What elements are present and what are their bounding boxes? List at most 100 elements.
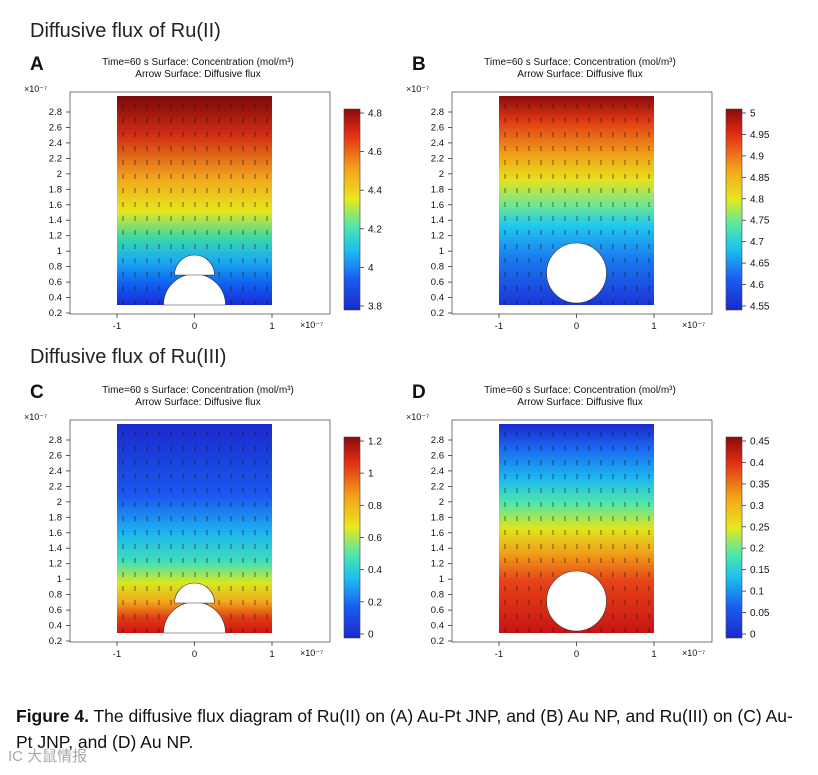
panel-a-y-tick-label: 0.4 — [49, 293, 62, 304]
section-title-ru2: Diffusive flux of Ru(II) — [30, 20, 221, 42]
panel-b-colorbar-label: 4.65 — [750, 259, 770, 270]
panel-c-colorbar-label: 1 — [368, 469, 374, 480]
panel-c-y-tick-label: 0.6 — [49, 605, 62, 616]
panel-a-header-line2: Arrow Surface: Diffusive flux — [135, 69, 260, 80]
panel-d-y-tick-label: 1.6 — [431, 528, 444, 539]
panel-b-y-tick-label: 0.6 — [431, 277, 444, 288]
panel-b-colorbar-label: 4.6 — [750, 280, 764, 291]
panel-d-colorbar-label: 0 — [750, 630, 756, 641]
panel-c-flux-arrows — [122, 432, 268, 633]
panel-d-y-exponent: ×10⁻⁷ — [406, 412, 429, 422]
panel-b-y-exponent: ×10⁻⁷ — [406, 84, 429, 94]
panel-a-y-tick-label: 2.2 — [49, 153, 62, 164]
caption-text: The diffusive flux diagram of Ru(II) on … — [16, 706, 793, 752]
panel-d-colorbar-label: 0.2 — [750, 544, 764, 555]
panel-d-x-exponent: ×10⁻⁷ — [682, 648, 705, 658]
panel-b-y-tick-label: 0.8 — [431, 262, 444, 273]
panel-b-y-tick-label: 1 — [439, 246, 444, 257]
panel-d-y-tick-label: 2.4 — [431, 466, 444, 477]
panel-b-colorbar-label: 4.55 — [750, 302, 770, 313]
panel-d: D Time=60 s Surface: Concentration (mol/m… — [392, 380, 792, 680]
panel-c-x-exponent: ×10⁻⁷ — [300, 648, 323, 658]
panel-b-colorbar-label: 4.75 — [750, 216, 770, 227]
panel-b: B Time=60 s Surface: Concentration (mol/m… — [392, 52, 792, 352]
panel-d-colorbar — [725, 436, 743, 639]
panel-d-colorbar-label: 0.05 — [750, 608, 770, 619]
panel-b-y-tick-label: 1.4 — [431, 215, 444, 226]
panel-b-header-line2: Arrow Surface: Diffusive flux — [517, 69, 642, 80]
panel-a-letter: A — [30, 54, 44, 75]
panel-a-y-tick-label: 0.6 — [49, 277, 62, 288]
panel-c-y-tick-label: 1.6 — [49, 528, 62, 539]
panel-c-y-tick-label: 1 — [57, 574, 62, 585]
panel-d-x-tick-label: -1 — [495, 649, 503, 660]
panel-d-header-line1: Time=60 s Surface: Concentration (mol/m³… — [484, 385, 676, 396]
panel-d-y-tick-label: 0.6 — [431, 605, 444, 616]
panel-c-x-tick-label: 1 — [269, 649, 274, 660]
watermark: IC 大鼠情报 — [8, 748, 88, 765]
panel-d-y-tick-label: 1.4 — [431, 543, 444, 554]
panel-a-colorbar-label: 4 — [368, 263, 374, 274]
panel-c-y-tick-label: 0.2 — [49, 636, 62, 647]
panel-b-x-tick-label: -1 — [495, 321, 503, 332]
panel-b-y-tick-label: 2.4 — [431, 138, 444, 149]
panel-a-y-tick-label: 0.2 — [49, 308, 62, 319]
panel-a-y-tick-label: 2.8 — [49, 107, 62, 118]
panel-b-header-line1: Time=60 s Surface: Concentration (mol/m³… — [484, 57, 676, 68]
panel-b-x-exponent: ×10⁻⁷ — [682, 320, 705, 330]
panel-c-y-tick-label: 2 — [57, 497, 62, 508]
panel-d-letter: D — [412, 382, 426, 403]
panel-c-y-exponent: ×10⁻⁷ — [24, 412, 47, 422]
panel-b-y-tick-label: 2.2 — [431, 153, 444, 164]
panel-a-flux-arrows — [122, 104, 268, 305]
panel-b-y-tick-label: 2 — [439, 169, 444, 180]
caption-label: Figure 4. — [16, 706, 89, 726]
panel-c-colorbar-label: 0.2 — [368, 597, 382, 608]
panel-d-x-tick-label: 0 — [574, 649, 579, 660]
panel-a-y-tick-label: 1.2 — [49, 231, 62, 242]
panel-a-y-exponent: ×10⁻⁷ — [24, 84, 47, 94]
panel-c-y-tick-label: 2.6 — [49, 450, 62, 461]
panel-c-y-tick-label: 1.4 — [49, 543, 62, 554]
panel-b-x-tick-label: 0 — [574, 321, 579, 332]
panel-d-x-tick-label: 1 — [651, 649, 656, 660]
panel-a: A Time=60 s Surface: Concentration (mol/m… — [10, 52, 410, 352]
panel-b-colorbar — [725, 108, 743, 311]
panel-c-colorbar — [343, 436, 361, 639]
panel-b-y-tick-label: 1.6 — [431, 200, 444, 211]
panel-c-x-tick-label: -1 — [113, 649, 121, 660]
panel-d-axes-frame — [451, 419, 713, 643]
panel-c-y-tick-label: 1.2 — [49, 559, 62, 570]
panel-b-letter: B — [412, 54, 426, 75]
panel-d-particle-sphere — [546, 570, 607, 632]
panel-b-y-tick-label: 2.6 — [431, 122, 444, 133]
panel-a-x-tick-label: 0 — [192, 321, 197, 332]
panel-c-header-line2: Arrow Surface: Diffusive flux — [135, 397, 260, 408]
panel-c-x-tick-label: 0 — [192, 649, 197, 660]
panel-b-y-tick-label: 0.4 — [431, 293, 444, 304]
panel-a-x-tick-label: -1 — [113, 321, 121, 332]
panel-a-colorbar-label: 4.8 — [368, 109, 382, 120]
panel-c-colorbar-label: 0.6 — [368, 533, 382, 544]
panel-d-flux-arrows — [504, 432, 650, 633]
panel-d-colorbar-label: 0.35 — [750, 479, 770, 490]
panel-a-axes-frame — [69, 91, 331, 315]
panel-c-colorbar-label: 0.4 — [368, 565, 382, 576]
panel-a-x-tick-label: 1 — [269, 321, 274, 332]
panel-c-y-tick-label: 0.8 — [49, 590, 62, 601]
panel-c-y-tick-label: 0.4 — [49, 621, 62, 632]
panel-d-y-tick-label: 0.8 — [431, 590, 444, 601]
panel-a-plot: A Time=60 s Surface: Concentration (mol/m… — [24, 54, 382, 332]
panel-a-colorbar-label: 4.2 — [368, 224, 382, 235]
panel-c-particle-pt — [174, 582, 215, 604]
panel-b-colorbar-label: 4.8 — [750, 194, 764, 205]
panel-b-x-tick-label: 1 — [651, 321, 656, 332]
panel-d-y-tick-label: 2 — [439, 497, 444, 508]
panel-a-y-tick-label: 2 — [57, 169, 62, 180]
panel-d-colorbar-label: 0.3 — [750, 501, 764, 512]
panel-b-colorbar-label: 4.7 — [750, 237, 764, 248]
panel-a-y-tick-label: 1.8 — [49, 184, 62, 195]
panel-a-particle-pt — [174, 254, 215, 276]
panel-a-colorbar-label: 4.4 — [368, 186, 382, 197]
panel-b-y-tick-label: 1.2 — [431, 231, 444, 242]
